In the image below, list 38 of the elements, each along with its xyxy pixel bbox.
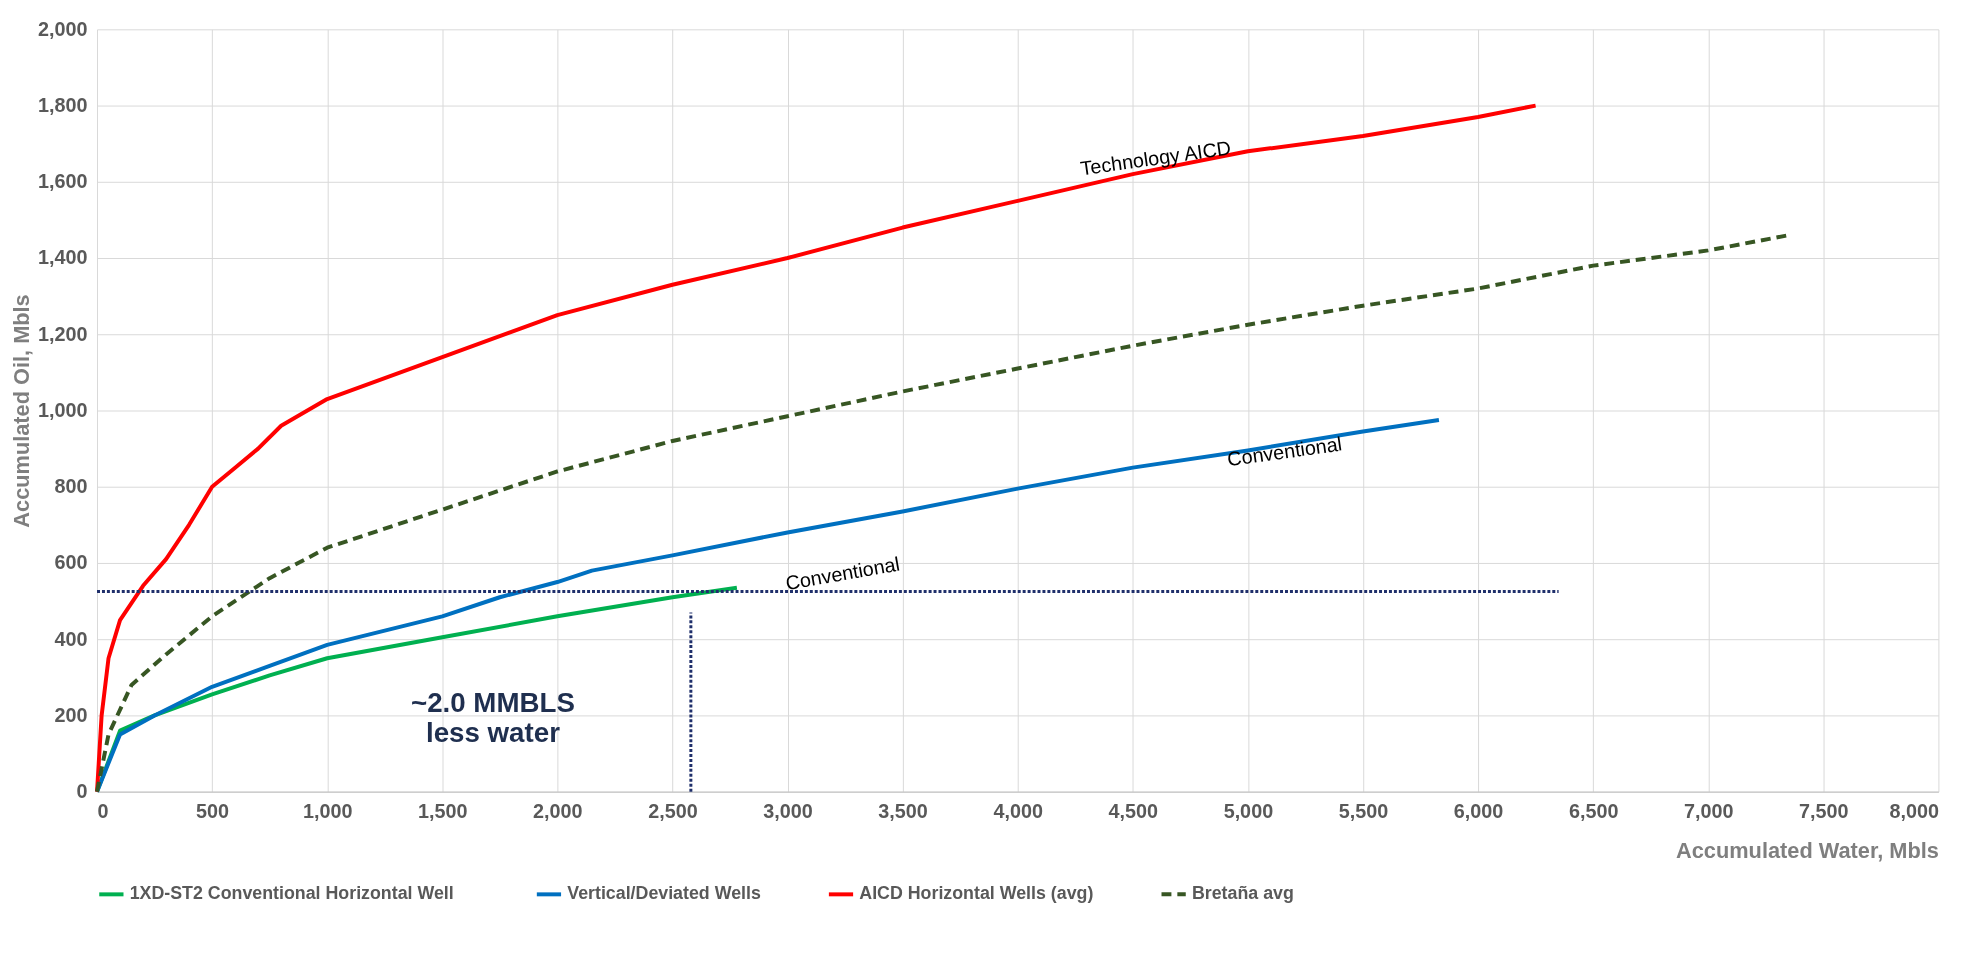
x-tick-label: 1,000 <box>302 799 353 822</box>
y-tick-label: 1,400 <box>38 246 88 269</box>
y-tick-label: 600 <box>54 551 88 574</box>
x-tick-label: 3,000 <box>763 799 813 822</box>
y-tick-label: 0 <box>76 780 88 803</box>
x-tick-label: 0 <box>97 799 109 822</box>
x-tick-label: 7,500 <box>1799 799 1849 822</box>
x-tick-label: 2,500 <box>648 799 698 822</box>
x-axis-title: Accumulated Water, Mbls <box>1676 838 1939 864</box>
legend-label: Bretaña avg <box>1191 883 1294 904</box>
x-tick-label: 7,000 <box>1683 799 1734 822</box>
annotation: Conventional <box>1225 432 1344 471</box>
legend-label: Vertical/Deviated Wells <box>567 883 761 904</box>
x-tick-label: 500 <box>196 799 230 822</box>
y-tick-label: 400 <box>54 627 88 650</box>
y-tick-label: 800 <box>54 475 88 498</box>
y-tick-label: 1,800 <box>38 94 88 117</box>
x-tick-label: 8,000 <box>1889 799 1939 822</box>
legend-label: 1XD-ST2 Conventional Horizontal Well <box>129 883 454 904</box>
x-tick-label: 3,500 <box>878 799 928 822</box>
x-tick-label: 5,000 <box>1223 799 1274 822</box>
y-tick-label: 1,200 <box>38 322 88 345</box>
y-tick-label: 1,000 <box>38 398 88 421</box>
x-tick-label: 4,500 <box>1108 799 1159 822</box>
x-tick-label: 5,500 <box>1338 799 1389 822</box>
x-tick-label: 1,500 <box>418 799 468 822</box>
annotation: Technology AICD <box>1079 136 1233 180</box>
legend-label: AICD Horizontal Wells (avg) <box>859 883 1094 904</box>
y-tick-label: 1,600 <box>38 170 88 193</box>
y-tick-label: 2,000 <box>38 17 88 40</box>
x-tick-label: 4,000 <box>993 799 1043 822</box>
line-series <box>95 103 1538 794</box>
y-tick-label: 200 <box>54 703 88 726</box>
x-tick-label: 6,500 <box>1568 799 1619 822</box>
y-axis-title: Accumulated Oil, Mbls <box>9 294 35 528</box>
x-tick-label: 2,000 <box>533 799 583 822</box>
annotation: ~2.0 MMBLS less water <box>410 686 575 748</box>
x-tick-label: 6,000 <box>1453 799 1504 822</box>
